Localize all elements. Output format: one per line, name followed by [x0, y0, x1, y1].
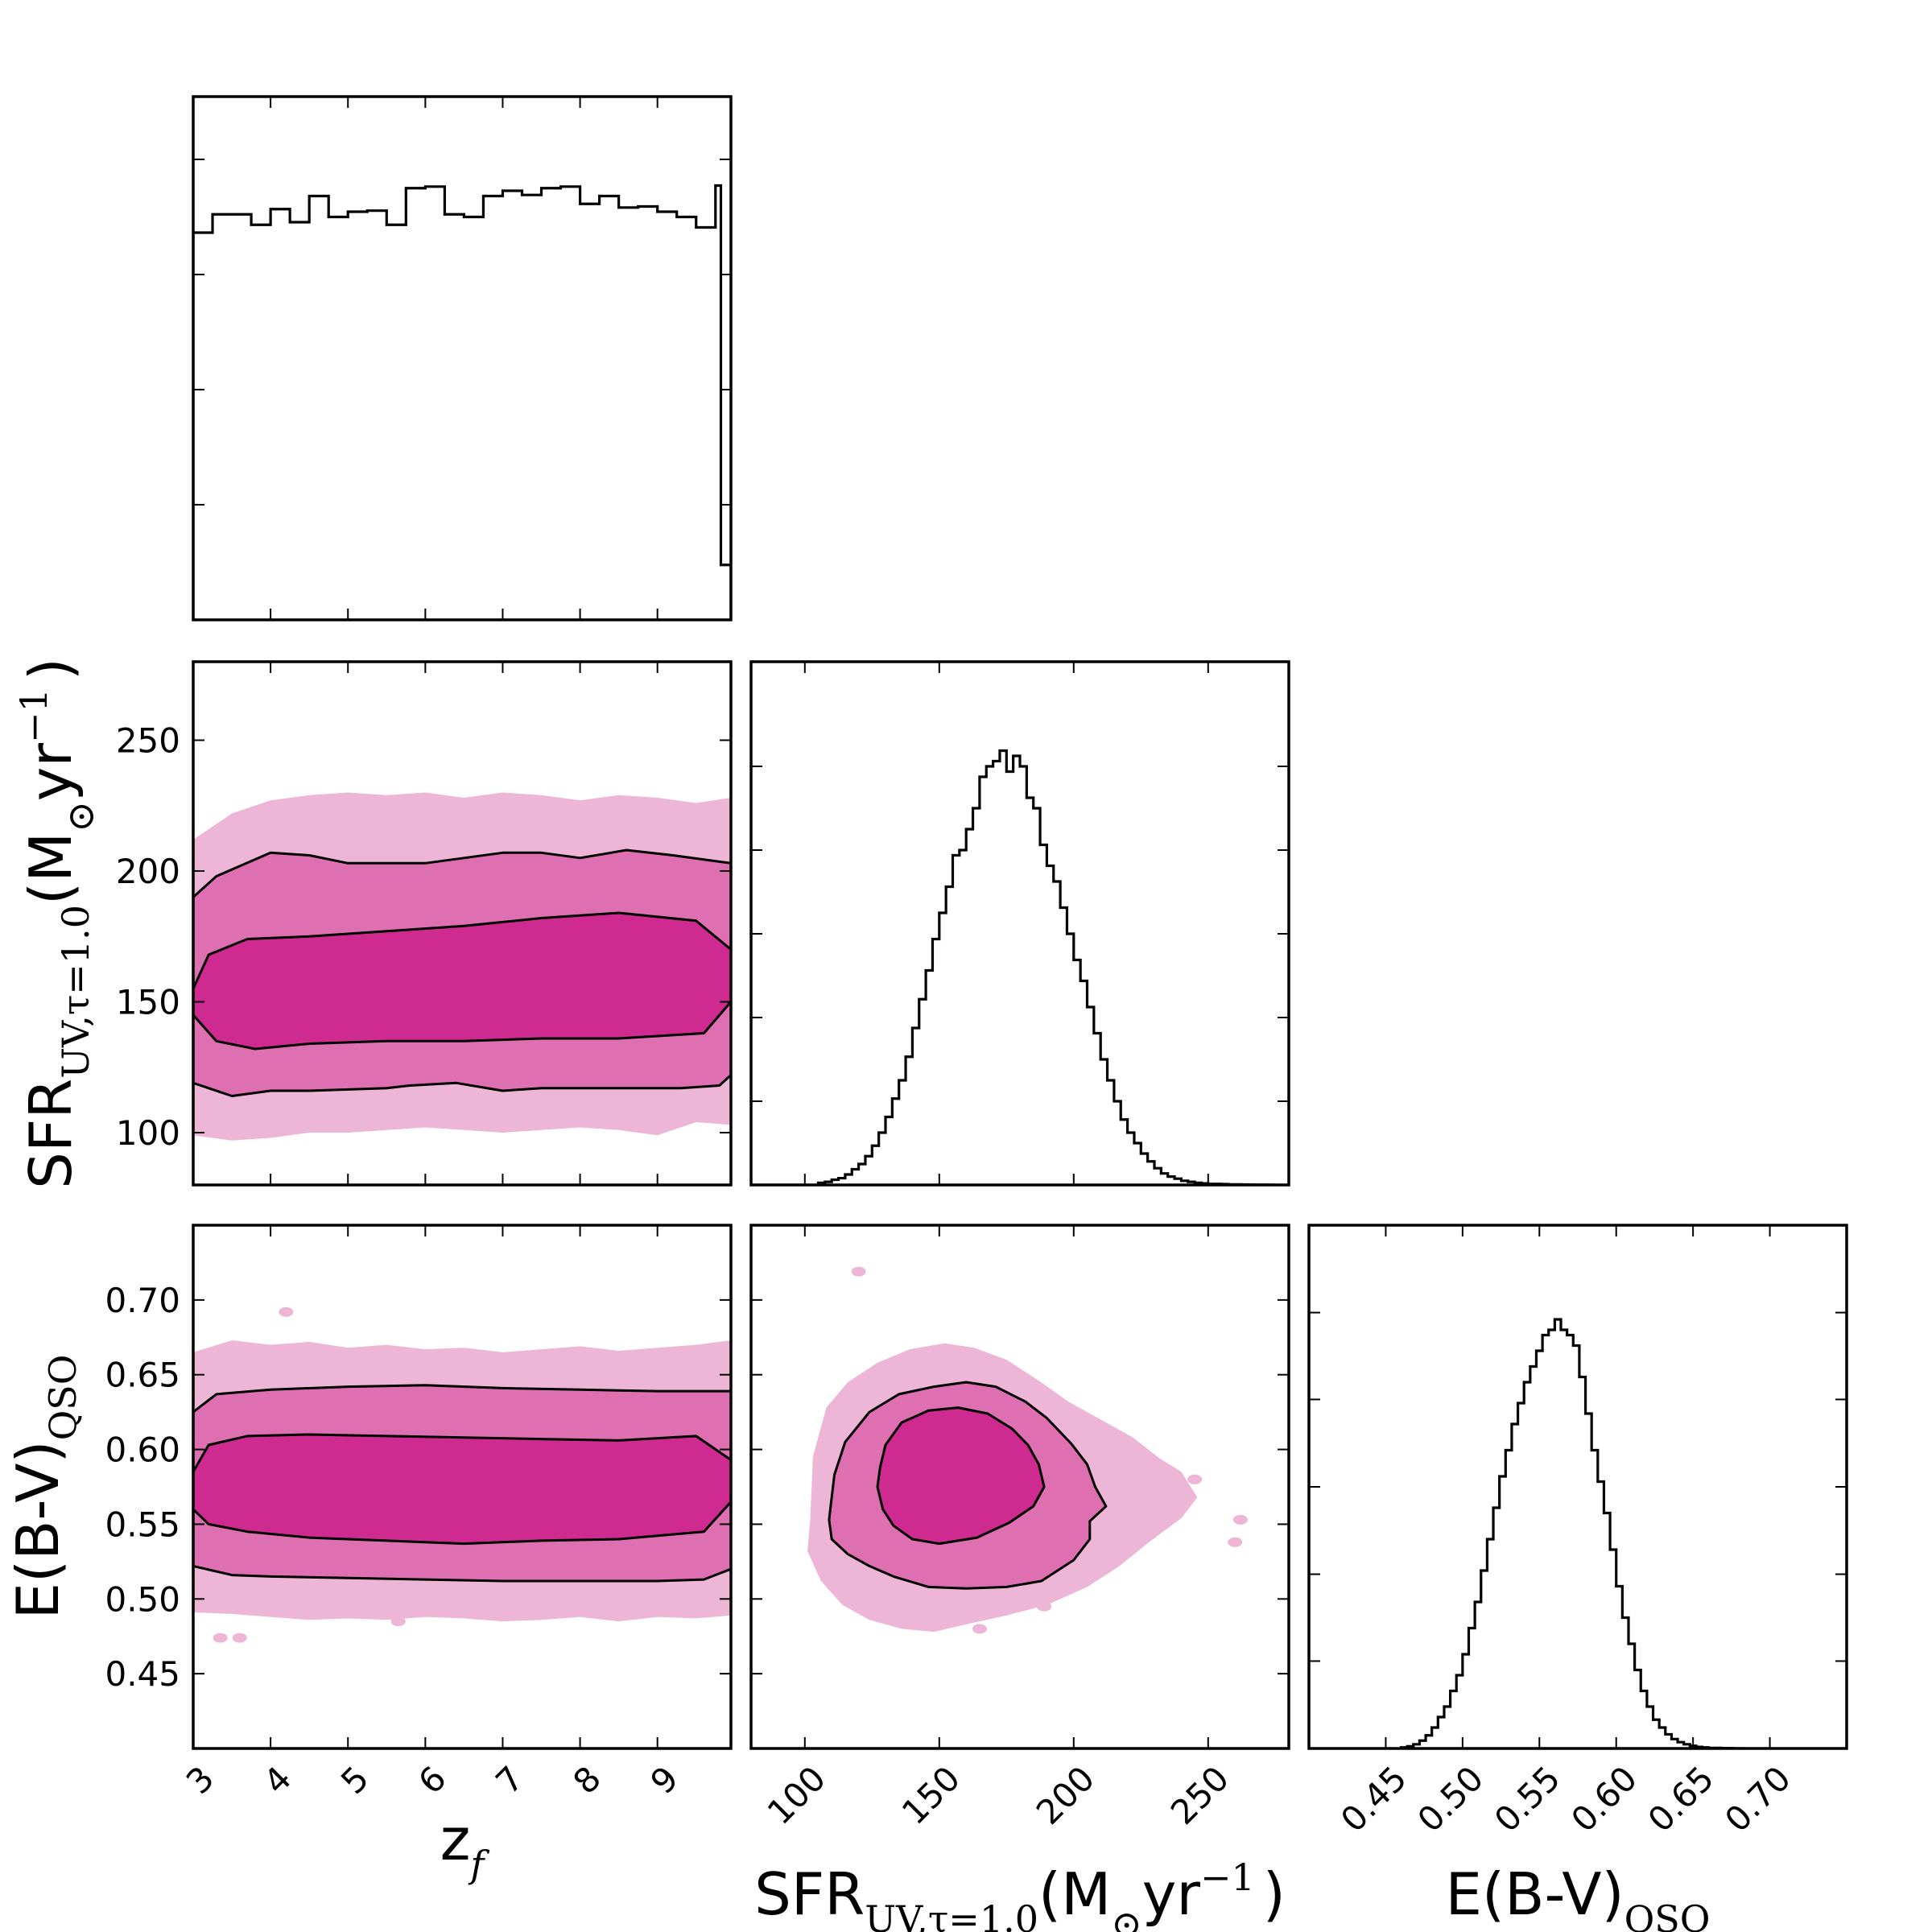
sfr-histogram-line [751, 749, 1289, 1185]
x-tick-label: 250 [1163, 1759, 1236, 1832]
contour-island [279, 1307, 294, 1317]
panel-sfr-histogram [749, 660, 1290, 1187]
zf-axis-label: zf [440, 1806, 490, 1886]
contour-island [1187, 1474, 1203, 1484]
x-tick-label: 0.45 [1333, 1759, 1414, 1840]
x-tick-label: 0.60 [1563, 1759, 1645, 1840]
panel-ebv-vs-zf: 3 4 5 6 7 8 9 0.45 0.50 0.55 0.60 0.65 0.70 [105, 1224, 733, 1802]
x-tick-label: 8 [565, 1759, 609, 1802]
contour-island [1232, 1514, 1248, 1525]
x-tick-label: 100 [760, 1759, 833, 1832]
contour-line-2-sigma [828, 1381, 1108, 1590]
x-tick-label: 150 [894, 1759, 968, 1832]
sfr-y-axis-label: SFRUV,τ=1.0(M⊙yr−1) [12, 658, 102, 1189]
contour-fill-1-sigma [193, 913, 731, 1049]
x-tick-label: 0.70 [1717, 1759, 1798, 1840]
sfr-histogram-frame [749, 660, 1290, 1187]
x-tick-label: 6 [411, 1759, 454, 1802]
panel-ebv-vs-sfr: 100 150 200 250 [749, 1224, 1290, 1832]
x-tick-label: 3 [179, 1759, 222, 1802]
contour-line-2-sigma [193, 848, 731, 1097]
contour-line-1-sigma [876, 1406, 1046, 1546]
contour-island [1037, 1601, 1052, 1612]
x-tick-label: 0.65 [1641, 1759, 1722, 1840]
y-tick-label: 0.50 [105, 1579, 180, 1619]
y-tick-label: 0.45 [105, 1654, 180, 1694]
contour-island [972, 1624, 987, 1634]
panel-ebv-histogram: 0.450.500.550.600.650.70 [1307, 1224, 1848, 1840]
y-tick-label: 200 [116, 852, 180, 891]
x-tick-label: 0.55 [1487, 1759, 1568, 1840]
y-tick-label: 0.60 [105, 1430, 180, 1470]
contour-line-1-sigma [193, 911, 731, 1051]
y-tick-label: 0.55 [105, 1505, 180, 1544]
zf-histogram-line [193, 184, 731, 620]
sfr-x-axis-label: SFRUV,τ=1.0(M⊙yr−1) [754, 1856, 1286, 1932]
ebv-vs-zf-frame [192, 1224, 733, 1750]
y-tick-label: 250 [116, 721, 180, 761]
y-tick-label: 150 [116, 983, 180, 1022]
contour-island [1228, 1537, 1243, 1547]
y-tick-label: 0.70 [105, 1281, 180, 1320]
contour-island [213, 1633, 228, 1643]
y-tick-label: 0.65 [105, 1356, 180, 1395]
x-tick-label: 4 [256, 1759, 299, 1802]
contour-fill-1-sigma [193, 1435, 731, 1544]
contour-island [232, 1633, 247, 1643]
ebv-vs-sfr-frame [749, 1224, 1290, 1750]
ebv-histogram-line [1399, 1318, 1746, 1748]
contour-island [390, 1616, 406, 1627]
x-tick-label: 5 [333, 1759, 377, 1802]
x-tick-label: 9 [642, 1759, 686, 1802]
ebv-x-axis-label: E(B-V)QSO [1445, 1860, 1710, 1932]
contour-island [851, 1266, 866, 1277]
zf-histogram-frame [192, 95, 733, 621]
x-tick-label: 0.50 [1410, 1759, 1491, 1840]
panel-zf-histogram [192, 95, 733, 621]
sfr-vs-zf-frame [192, 660, 733, 1187]
contour-line-1-sigma [193, 1433, 731, 1546]
panel-sfr-vs-zf: 100 150 200 250 [116, 660, 733, 1187]
y-tick-label: 100 [116, 1113, 180, 1153]
x-tick-label: 200 [1029, 1759, 1102, 1832]
contour-fill-1-sigma [877, 1407, 1045, 1544]
ebv-histogram-frame [1307, 1224, 1848, 1750]
x-tick-label: 7 [488, 1759, 531, 1802]
ebv-y-axis-label: E(B-V)QSO [4, 1354, 85, 1619]
contour-line-2-sigma [193, 1384, 731, 1583]
